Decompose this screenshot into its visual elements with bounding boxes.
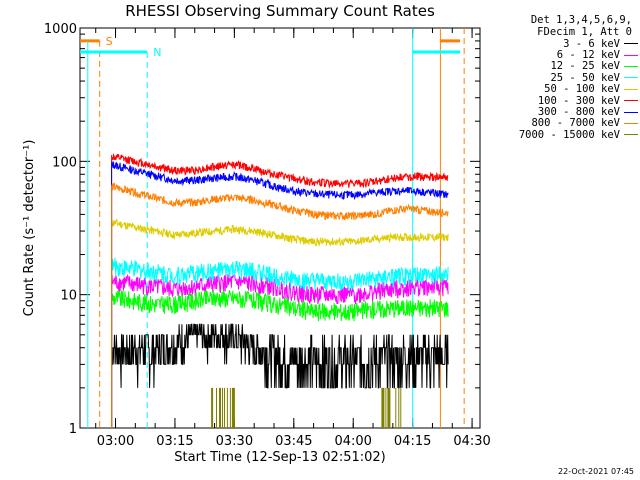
legend-item: 50 - 100 keV (478, 83, 638, 96)
legend-swatch (624, 134, 638, 136)
legend-item: 800 - 7000 keV (478, 117, 638, 130)
series-12-25kev (111, 289, 449, 428)
legend-header-2: FDecim 1, Att 0 (537, 26, 632, 38)
y-tick-label: 1000 (44, 22, 77, 37)
legend-item: 3 - 6 keV (478, 37, 638, 50)
legend-item: 25 - 50 keV (478, 71, 638, 84)
series-7000-15000kev (211, 387, 402, 428)
y-tick-label: 100 (52, 155, 77, 170)
legend-swatch (624, 88, 638, 90)
annotation-S: S (106, 35, 113, 48)
y-tick-label: 10 (60, 289, 77, 304)
series-100-300kev (111, 152, 449, 428)
legend-header-1: Det 1,3,4,5,6,9, (530, 14, 632, 26)
series-3-6kev (111, 323, 449, 428)
x-tick-label: 04:15 (394, 434, 431, 449)
legend-label: 12 - 25 keV (550, 60, 620, 73)
legend-item: 7000 - 15000 keV (478, 128, 638, 141)
legend-swatch (624, 65, 638, 67)
legend-swatch (624, 54, 638, 56)
legend-label: 800 - 7000 keV (531, 117, 620, 130)
series-300-800kev (111, 161, 449, 428)
series-50-100kev (111, 218, 449, 428)
legend-label: 50 - 100 keV (544, 83, 620, 96)
legend-swatch (624, 111, 638, 113)
legend-label: 7000 - 15000 keV (518, 128, 620, 141)
legend-label: 300 - 800 keV (537, 106, 620, 119)
legend-swatch (624, 122, 638, 124)
y-tick-label: 1 (69, 422, 77, 437)
legend-label: 25 - 50 keV (550, 71, 620, 84)
legend: Det 1,3,4,5,6,9, FDecim 1, Att 0 3 - 6 k… (478, 14, 638, 141)
legend-swatch (624, 43, 638, 45)
x-tick-label: 03:15 (156, 434, 193, 449)
x-axis-label: Start Time (12-Sep-13 02:51:02) (174, 450, 385, 465)
annotation-N: N (153, 46, 161, 59)
legend-label: 3 - 6 keV (563, 37, 620, 50)
series-25-50kev (111, 257, 449, 428)
legend-label: 6 - 12 keV (556, 49, 620, 62)
x-tick-label: 04:30 (453, 434, 490, 449)
legend-swatch (624, 77, 638, 79)
x-tick-label: 04:00 (334, 434, 371, 449)
legend-item: 100 - 300 keV (478, 94, 638, 107)
series-800-7000kev (111, 182, 449, 428)
legend-swatch (624, 100, 638, 102)
legend-label: 100 - 300 keV (537, 94, 620, 107)
legend-item: 300 - 800 keV (478, 106, 638, 119)
x-tick-label: 03:45 (275, 434, 312, 449)
footer-timestamp: 22-Oct-2021 07:45 (558, 467, 634, 476)
legend-item: 6 - 12 keV (478, 49, 638, 62)
x-tick-label: 03:30 (216, 434, 253, 449)
legend-item: 12 - 25 keV (478, 60, 638, 73)
y-axis-label: Count Rate (s⁻¹ detector⁻¹) (22, 140, 37, 317)
plot-frame (79, 27, 481, 429)
chart-title: RHESSI Observing Summary Count Rates (125, 2, 435, 20)
x-tick-label: 03:00 (97, 434, 134, 449)
